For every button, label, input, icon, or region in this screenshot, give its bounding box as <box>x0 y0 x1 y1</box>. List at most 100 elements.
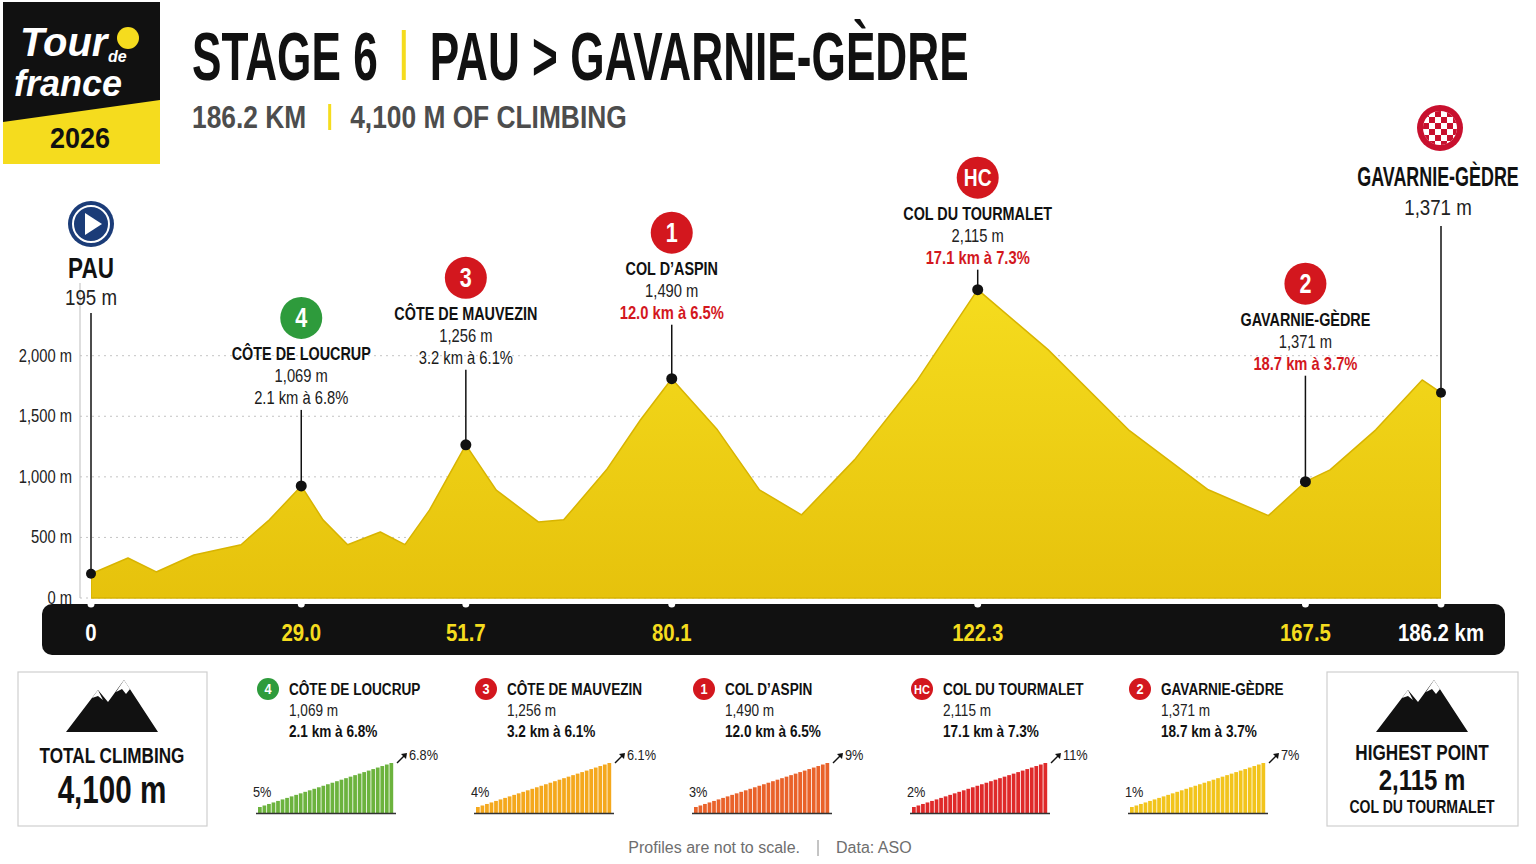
finish-flag <box>1423 111 1459 147</box>
card-elevation-group: 2,115 m <box>943 702 991 719</box>
finish-icon <box>1417 105 1463 151</box>
grid-line <box>80 416 1441 417</box>
climb-name: GAVARNIE-GÈDRE <box>1241 309 1371 329</box>
card-ramp-bar <box>1162 796 1166 813</box>
card-ramp-bar <box>326 784 330 813</box>
card-ramp-bar <box>1130 807 1134 813</box>
card-ramp-base <box>256 813 396 815</box>
card-gradient-end: 6.8% <box>409 746 438 763</box>
y-tick-label: 500 m <box>31 527 72 547</box>
card-ramp-bar <box>789 775 793 813</box>
card-ramp-bar <box>1034 766 1038 813</box>
card-ramp-bar <box>331 783 335 813</box>
grid-line <box>80 476 1441 477</box>
plot-area <box>91 290 1441 598</box>
climb-dot <box>1300 476 1311 487</box>
x-tick-label-group: 122.3 <box>952 619 1003 646</box>
card-gradient-end-group: 9% <box>845 746 863 763</box>
climb-leader <box>465 370 467 445</box>
card-ramp-bar <box>276 801 280 813</box>
x-axis-bar <box>42 604 1505 655</box>
subtitle: 186.2 KM <box>192 100 306 134</box>
card-ramp-bar <box>703 804 707 813</box>
card-stats-group: 12.0 km à 6.5% <box>725 723 821 740</box>
start-leader <box>90 313 92 574</box>
card-gradient-start: 2% <box>907 783 925 800</box>
logo-band <box>3 100 160 164</box>
card-name: CÔTE DE LOUCRUP <box>289 680 420 699</box>
card-ramp-bar <box>785 777 789 813</box>
card-ramp-bar <box>1189 787 1193 813</box>
flag-square <box>1447 111 1453 117</box>
x-tick <box>462 601 469 608</box>
card-ramp-bar <box>344 778 348 813</box>
card-category-group: 3 <box>482 680 489 697</box>
logo-box <box>3 2 160 164</box>
card-ramp-bar <box>944 796 948 813</box>
card-gradient-end-group: 7% <box>1281 746 1299 763</box>
x-tick-label: 167.5 <box>1280 619 1331 646</box>
card-ramp-bar <box>1144 802 1148 813</box>
card-ramp-bar <box>312 789 316 813</box>
card-name: GAVARNIE-GÈDRE <box>1161 680 1284 699</box>
climb-category: 4 <box>295 303 307 333</box>
x-tick-label-group: 186.2 km <box>1398 619 1484 646</box>
card-ramp-bar <box>948 795 952 813</box>
logo-text-group: france <box>14 63 122 104</box>
card-ramp-bar <box>939 798 943 813</box>
start-icon <box>68 201 114 247</box>
card-ramp-bar <box>1039 765 1043 813</box>
card-ramp-bar <box>571 775 575 813</box>
card-ramp-bar <box>753 787 757 813</box>
card-ramp-bar <box>258 807 262 813</box>
mountain-snow <box>116 680 130 694</box>
climb-dot <box>296 480 307 491</box>
climb-stats-group: 18.7 km à 3.7% <box>1253 353 1357 373</box>
card-ramp-bar <box>303 792 307 813</box>
total-label-group: TOTAL CLIMBING <box>40 743 185 768</box>
highest-label: HIGHEST POINT <box>1355 740 1488 765</box>
card-gradient-start-group: 3% <box>689 783 707 800</box>
climb-category: HC <box>964 164 992 192</box>
card-name: COL D’ASPIN <box>725 680 812 699</box>
climb-elevation: 2,115 m <box>952 225 1004 245</box>
card-stats: 3.2 km à 6.1% <box>507 723 595 740</box>
card-arrow-head <box>619 753 625 759</box>
card-ramp-bar <box>1021 771 1025 813</box>
card-ramp-bar <box>317 787 321 813</box>
card-ramp-bar <box>1225 775 1229 813</box>
x-tick-label: 186.2 km <box>1398 619 1484 646</box>
card-ramp-bar <box>494 801 498 813</box>
card-ramp-bar <box>485 804 489 813</box>
card-ramp-bar <box>1234 772 1238 813</box>
start-elevation: 195 m <box>65 286 117 310</box>
card-elevation: 1,256 m <box>507 702 556 719</box>
card-ramp-bar <box>362 772 366 813</box>
climb-leader <box>671 325 673 379</box>
card-elevation-group: 1,490 m <box>725 702 774 719</box>
card-ramp-bar <box>717 799 721 813</box>
card-ramp-bar <box>371 769 375 813</box>
highest-value-group: 2,115 m <box>1379 762 1466 796</box>
card-ramp-bar <box>794 774 798 813</box>
climb-stats: 18.7 km à 3.7% <box>1253 353 1357 373</box>
card-ramp-bar <box>285 798 289 813</box>
title-group: STAGE 6 <box>192 18 378 94</box>
card-ramp-bar <box>767 783 771 813</box>
card-ramp-bar <box>521 792 525 813</box>
start-name: PAU <box>68 251 114 285</box>
card-ramp-base <box>474 813 614 815</box>
flag-square <box>1423 111 1429 117</box>
card-ramp-bar <box>1257 765 1261 813</box>
climb-name-group: CÔTE DE LOUCRUP <box>232 343 371 363</box>
card-ramp-bar <box>1025 769 1029 813</box>
flag-square <box>1447 123 1453 129</box>
climb-badge <box>280 297 322 339</box>
card-ramp-bar <box>1153 799 1157 813</box>
card-elevation: 2,115 m <box>943 702 991 719</box>
card-name: CÔTE DE MAUVEZIN <box>507 680 642 699</box>
card-ramp-bar <box>1012 774 1016 813</box>
card-ramp-bar <box>1148 801 1152 813</box>
climb-category: 2 <box>1299 268 1311 298</box>
mountain-snow <box>1426 680 1440 694</box>
